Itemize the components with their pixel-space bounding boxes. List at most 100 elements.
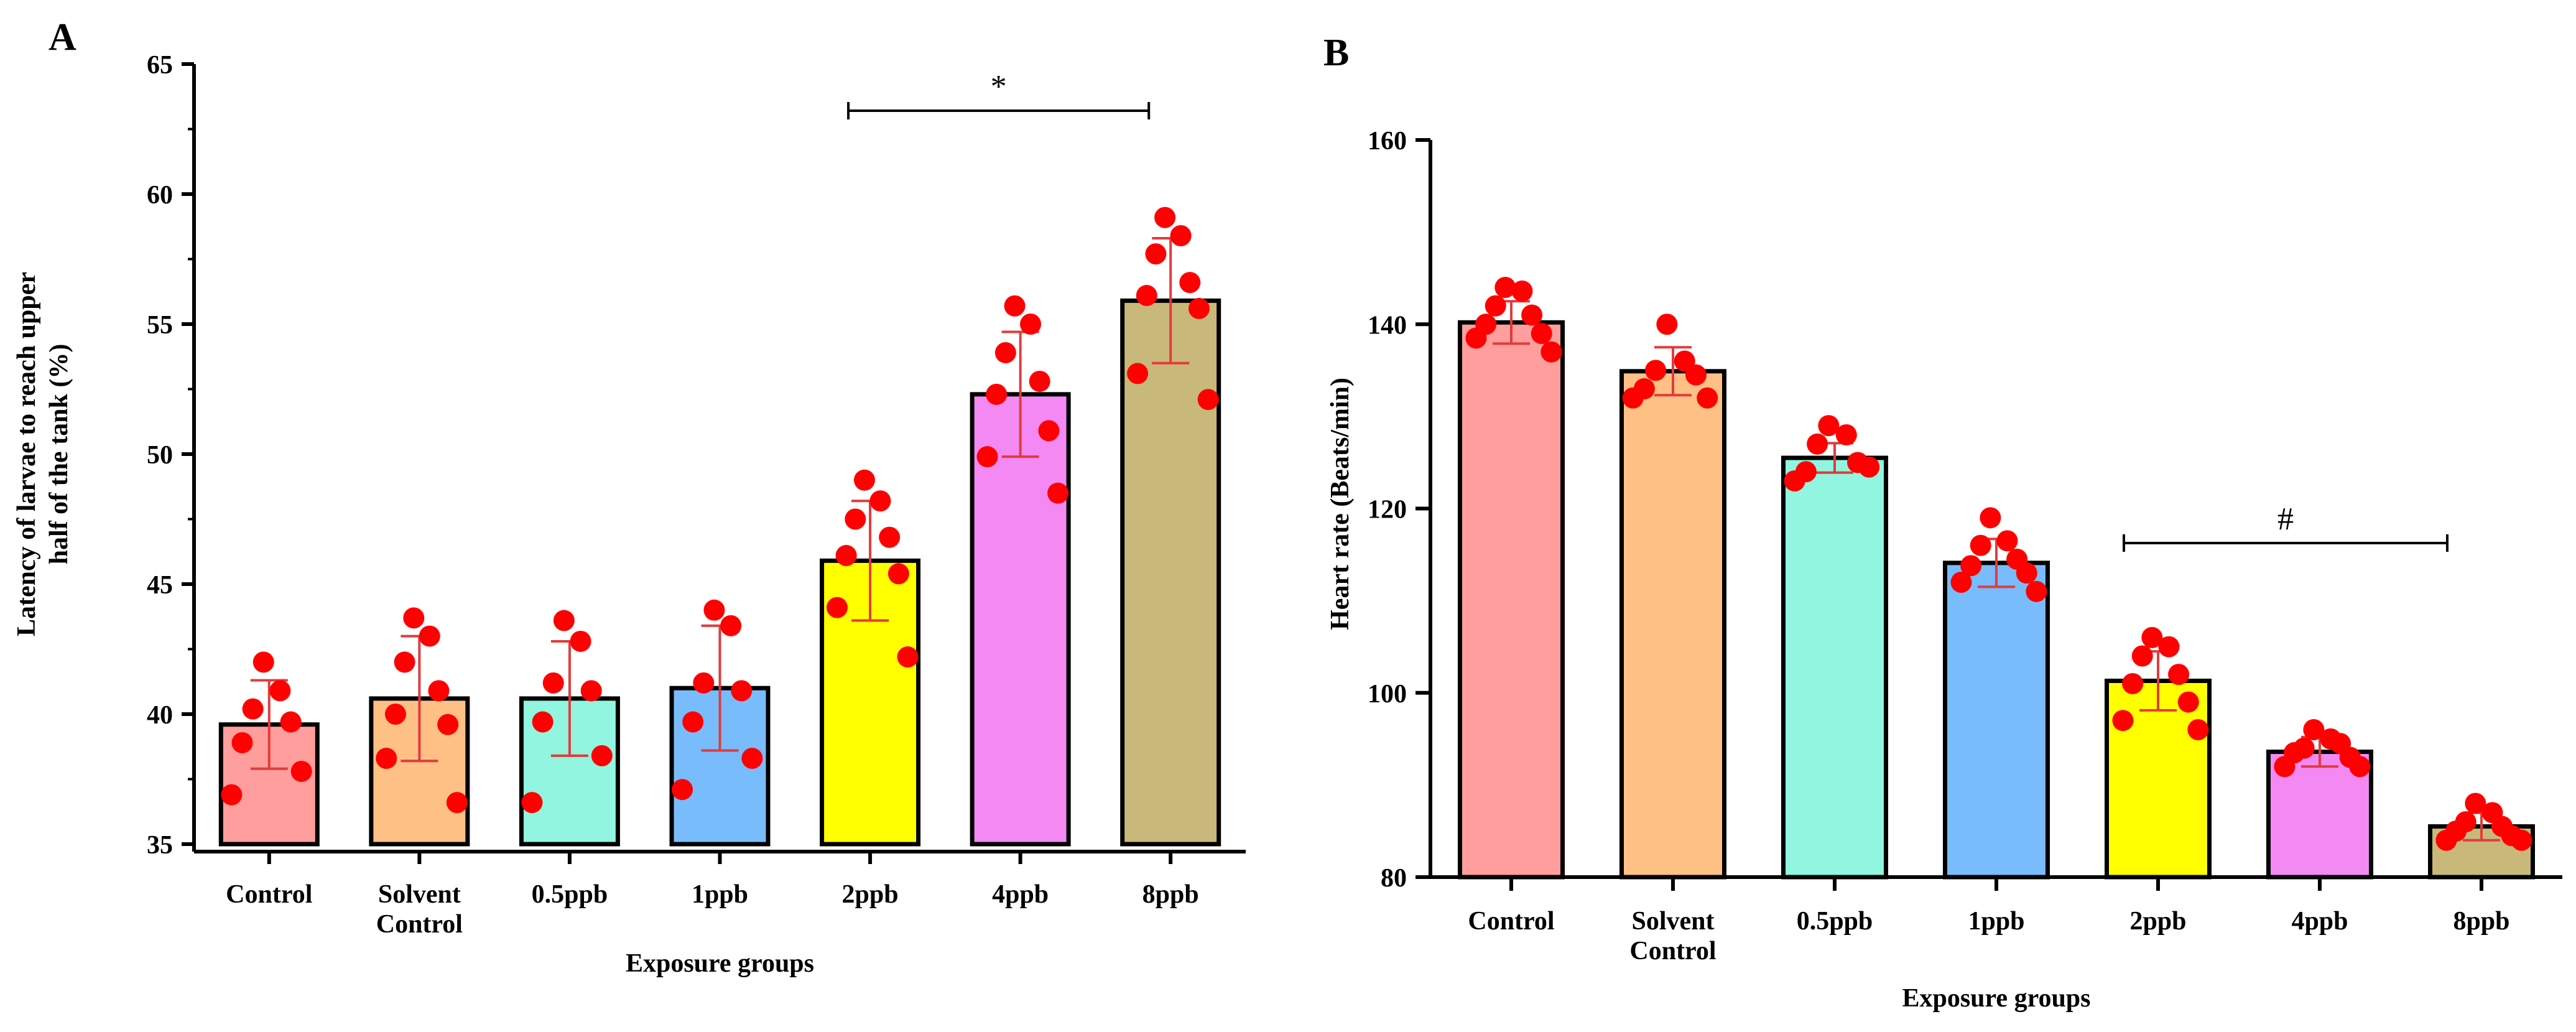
- data-point: [994, 342, 1016, 363]
- y-axis-title: half of the tank (%): [45, 344, 73, 565]
- x-tick-label: Solvent: [378, 880, 461, 909]
- significance-symbol: *: [991, 69, 1007, 105]
- data-point: [2511, 829, 2532, 851]
- data-point: [2026, 580, 2047, 602]
- data-point: [2435, 829, 2457, 851]
- error-bar-1: [1654, 346, 1692, 397]
- data-point: [869, 490, 891, 512]
- data-point: [1807, 433, 1828, 455]
- data-point: [591, 745, 613, 766]
- x-tick-label: 2ppb: [842, 880, 899, 909]
- data-point: [1996, 530, 2018, 552]
- data-point: [1465, 327, 1487, 349]
- data-point: [428, 680, 450, 702]
- data-point: [2274, 756, 2296, 778]
- data-point: [1521, 304, 1543, 326]
- data-point: [1047, 482, 1069, 504]
- data-point: [1485, 295, 1506, 317]
- data-point: [521, 792, 543, 814]
- data-point: [1179, 272, 1201, 294]
- significance-bracket: [2123, 534, 2449, 552]
- data-point: [1145, 243, 1167, 265]
- data-point: [845, 508, 866, 530]
- data-point: [2465, 793, 2486, 814]
- data-point: [1960, 555, 1982, 577]
- y-tick-label: 40: [147, 701, 173, 730]
- data-point: [976, 446, 998, 468]
- data-point: [887, 563, 909, 585]
- data-point: [1531, 323, 1552, 345]
- data-point: [693, 672, 715, 694]
- data-point: [269, 680, 291, 702]
- data-point: [384, 704, 406, 725]
- bar-5: [970, 392, 1071, 847]
- data-point: [2112, 710, 2134, 732]
- data-point: [403, 607, 425, 629]
- data-point: [986, 383, 1008, 405]
- data-point: [854, 469, 876, 491]
- data-point: [1541, 341, 1562, 363]
- significance-bracket: [847, 102, 1151, 119]
- x-tick-label: Control: [376, 910, 463, 939]
- data-point: [2141, 626, 2163, 648]
- data-point: [2187, 719, 2209, 740]
- data-point: [2158, 636, 2180, 658]
- data-point: [1835, 424, 1857, 445]
- x-axis-title: Exposure groups: [1902, 984, 2090, 1013]
- data-point: [1980, 507, 2001, 529]
- data-point: [2122, 672, 2144, 694]
- x-tick-label: 0.5ppb: [532, 880, 608, 909]
- y-axis-title: Latency of larvae to reach upper: [12, 272, 41, 636]
- y-tick-label: 65: [147, 51, 173, 80]
- data-point: [1197, 389, 1219, 411]
- data-point: [446, 792, 468, 814]
- y-tick-label: 55: [147, 311, 173, 340]
- data-point: [826, 597, 848, 618]
- data-point: [720, 615, 742, 636]
- data-point: [1858, 456, 1880, 478]
- data-point: [542, 672, 564, 694]
- bar-0: [1458, 320, 1565, 880]
- panel-a-label: A: [49, 16, 76, 58]
- data-point: [1004, 295, 1026, 317]
- x-tick-label: Control: [226, 880, 312, 909]
- bar-2: [1781, 455, 1888, 880]
- y-tick-label: 60: [147, 181, 173, 210]
- data-point: [1645, 360, 1667, 381]
- data-point: [376, 748, 397, 769]
- data-point: [1685, 364, 1707, 386]
- data-point: [553, 610, 575, 631]
- data-point: [570, 630, 591, 652]
- y-tick-label: 50: [147, 441, 173, 470]
- data-point: [672, 779, 693, 801]
- data-point: [1784, 470, 1805, 492]
- data-point: [280, 711, 302, 733]
- data-point: [1154, 207, 1176, 228]
- data-point: [703, 599, 725, 621]
- data-point: [879, 526, 901, 548]
- data-point: [437, 714, 459, 735]
- data-point: [2349, 756, 2371, 778]
- panel-b-label: B: [1323, 32, 1349, 74]
- data-point: [290, 760, 312, 782]
- data-point: [394, 651, 415, 673]
- y-tick-label: 35: [147, 831, 173, 860]
- data-point: [897, 646, 919, 668]
- data-point: [2303, 719, 2325, 740]
- data-point: [1188, 297, 1210, 319]
- data-point: [1697, 387, 1718, 409]
- data-point: [1622, 387, 1644, 409]
- x-tick-label: 8ppb: [2453, 907, 2509, 936]
- data-point: [1170, 225, 1192, 246]
- data-point: [253, 651, 274, 673]
- data-point: [1029, 370, 1050, 392]
- x-tick-label: 0.5ppb: [1797, 907, 1873, 936]
- data-point: [1127, 363, 1149, 384]
- bar-3: [1943, 560, 2050, 880]
- data-point: [2177, 691, 2199, 713]
- y-tick-label: 100: [1368, 680, 1407, 709]
- x-tick-label: 2ppb: [2129, 907, 2186, 936]
- data-point: [221, 784, 243, 806]
